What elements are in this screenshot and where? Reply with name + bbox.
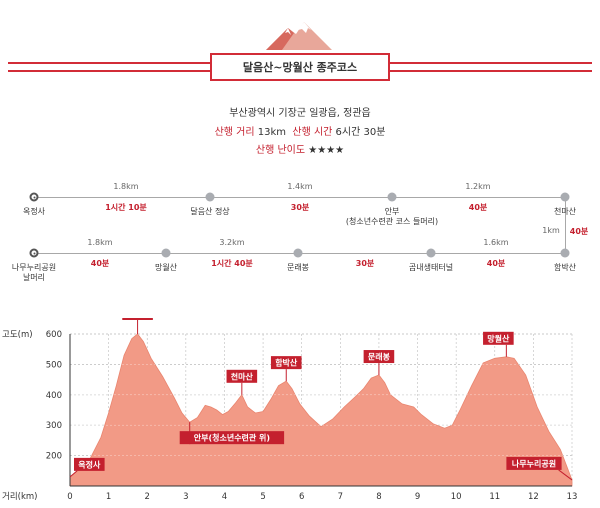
time-value: 6시간 30분 <box>335 127 386 138</box>
peak-label-box <box>270 356 302 370</box>
peak-label-box <box>363 350 395 364</box>
segment-time: 30분 <box>290 203 310 212</box>
page-title: 달음산~망월산 종주코스 <box>210 53 390 81</box>
peak-label: 천마산 <box>231 371 254 381</box>
peak-label: 나무누리공원 <box>512 458 556 468</box>
point-label: 함박산 <box>553 263 577 272</box>
segment-time: 40분 <box>90 259 110 268</box>
x-tick-label: 12 <box>528 492 539 502</box>
route-point-hambaksan <box>560 248 570 258</box>
x-tick-label: 2 <box>145 492 150 502</box>
y-tick-label: 500 <box>46 360 62 370</box>
route-point-dalumsan <box>205 192 215 202</box>
time-label: 산행 시간 <box>292 127 333 138</box>
segment-distance-vertical: 1km <box>542 226 560 235</box>
x-tick-label: 1 <box>106 492 111 502</box>
address-text: 부산광역시 기장군 일광읍, 정관읍 <box>229 108 371 119</box>
peak-label-box <box>74 457 105 471</box>
segment-distance: 1.4km <box>287 182 313 191</box>
peak-label-box <box>506 456 562 470</box>
route-line-row1 <box>34 197 566 198</box>
peak-label: 달음산 <box>127 318 150 319</box>
y-tick-label: 200 <box>46 452 62 462</box>
peak-label-box <box>226 369 258 383</box>
point-label: 망월산 <box>154 263 178 272</box>
segment-distance: 1.8km <box>87 238 113 247</box>
x-axis-title: 거리(km) <box>2 492 37 502</box>
route-point-okjeongsa <box>29 192 39 202</box>
point-label: 옥정사 <box>22 207 46 216</box>
route-point-cheonmasan <box>560 192 570 202</box>
route-point-mullaebong <box>293 248 303 258</box>
y-tick-label: 300 <box>46 421 62 431</box>
point-label: 안부 (청소년수련관 코스 들머리) <box>345 207 439 226</box>
x-tick-label: 7 <box>338 492 343 502</box>
point-label: 곰내생태터널 <box>408 263 454 272</box>
x-tick-label: 5 <box>260 492 265 502</box>
y-axis-title: 고도(m) <box>2 330 33 340</box>
segment-distance: 1.8km <box>113 182 139 191</box>
segment-distance: 1.6km <box>483 238 509 247</box>
segment-time: 40분 <box>486 259 506 268</box>
segment-distance: 3.2km <box>219 238 245 247</box>
peak-label: 안부(청소년수련관 위) <box>194 433 270 443</box>
peak-label-box <box>179 431 285 445</box>
difficulty-line: 산행 난이도 ★★★★ <box>0 141 600 156</box>
y-tick-label: 400 <box>46 391 62 401</box>
y-tick-label: 600 <box>46 330 62 340</box>
route-point-mangwolsan <box>161 248 171 258</box>
trip-stats-line: 산행 거리 13km 산행 시간 6시간 30분 <box>0 123 600 138</box>
segment-distance: 1.2km <box>465 182 491 191</box>
route-point-gomnae-tunnel <box>426 248 436 258</box>
segment-time: 1시간 40분 <box>211 259 253 268</box>
x-tick-label: 6 <box>299 492 304 502</box>
x-tick-label: 4 <box>222 492 227 502</box>
segment-time: 30분 <box>355 259 375 268</box>
route-line-vertical <box>565 197 566 253</box>
difficulty-stars: ★★★★ <box>308 145 345 156</box>
mountain-logo-icon <box>266 22 332 50</box>
peak-pointer <box>69 470 78 478</box>
segment-time: 40분 <box>468 203 488 212</box>
distance-label: 산행 거리 <box>214 127 255 138</box>
address-line: 부산광역시 기장군 일광읍, 정관읍 <box>0 104 600 119</box>
peak-label: 함박산 <box>275 358 298 368</box>
page-title-text: 달음산~망월산 종주코스 <box>242 61 358 74</box>
x-tick-label: 8 <box>376 492 381 502</box>
point-label: 문래봉 <box>286 263 310 272</box>
x-tick-label: 3 <box>183 492 188 502</box>
segment-time: 1시간 10분 <box>105 203 147 212</box>
x-tick-label: 9 <box>415 492 420 502</box>
route-point-namunuri-park <box>29 248 39 258</box>
x-tick-label: 11 <box>489 492 500 502</box>
distance-value: 13km <box>257 127 287 138</box>
segment-time-vertical: 40분 <box>569 227 589 236</box>
route-point-anbu <box>387 192 397 202</box>
point-label: 나무누리공원 날머리 <box>11 263 57 282</box>
x-tick-label: 13 <box>567 492 578 502</box>
point-label: 달음산 정상 <box>190 207 230 216</box>
x-tick-label: 0 <box>67 492 72 502</box>
peak-label: 옥정사 <box>78 459 101 469</box>
peak-label-box <box>483 331 514 345</box>
x-tick-label: 10 <box>451 492 462 502</box>
peak-label-box <box>122 318 153 320</box>
peak-label: 망월산 <box>487 333 510 343</box>
elevation-area <box>69 333 573 487</box>
peak-pointer <box>558 469 573 481</box>
point-label: 천마산 <box>553 207 577 216</box>
difficulty-label: 산행 난이도 <box>255 145 306 156</box>
peak-label: 문래봉 <box>368 352 391 362</box>
